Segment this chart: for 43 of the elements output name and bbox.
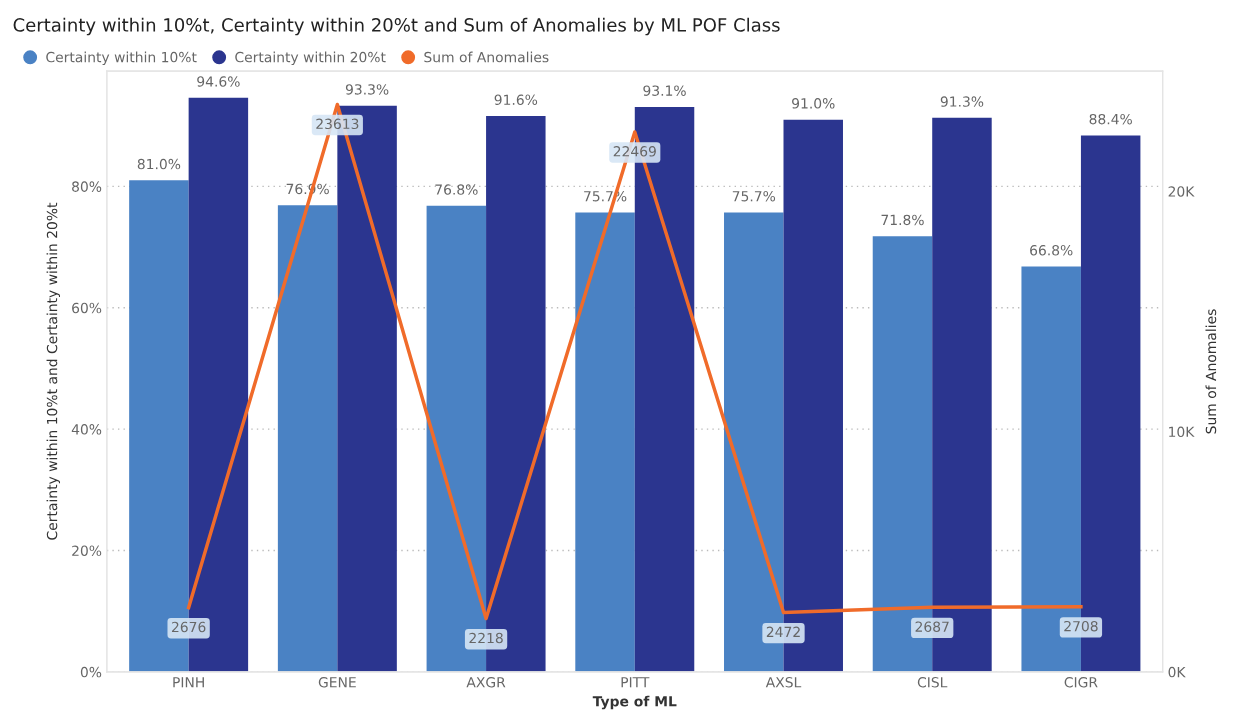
data-label: 2687 — [915, 621, 949, 632]
y-tick-label: 40% — [71, 424, 102, 435]
data-label: 2218 — [469, 632, 503, 644]
x-tick-label: AXGR — [466, 677, 506, 688]
bar — [277, 205, 338, 672]
data-label: 71.8% — [881, 214, 924, 226]
data-label: 93.1% — [643, 85, 686, 96]
legend-label: Certainty within 10%t — [46, 51, 197, 66]
data-label: 91.0% — [792, 98, 835, 109]
x-tick-label: GENE — [318, 677, 356, 688]
data-label: 2676 — [171, 621, 206, 633]
data-label: 23613 — [316, 118, 359, 130]
data-label: 75.7% — [732, 190, 776, 202]
bar — [575, 212, 635, 672]
data-label: 22469 — [613, 146, 656, 157]
data-label: 81.0% — [137, 158, 181, 170]
data-label: 91.6% — [494, 94, 538, 105]
y2-tick-label: 20K — [1168, 186, 1195, 197]
x-tick-label: PINH — [173, 677, 204, 688]
data-label: 94.6% — [197, 76, 240, 87]
data-label: 2472 — [766, 626, 800, 637]
y-tick-label: 60% — [72, 302, 102, 314]
y2-tick-label: 10K — [1169, 426, 1195, 438]
data-label: 2708 — [1064, 620, 1098, 632]
x-axis-title: Type of ML — [592, 695, 677, 710]
y-axis-title: Certainty within 10%t and Certainty within 20%t — [46, 202, 60, 540]
chart-title: Certainty within 10%t, Certainty within 20%t and Sum of Anomalies by ML POF Class — [13, 17, 780, 36]
legend-label: Certainty within 20%t — [235, 51, 386, 66]
data-label: 76.8% — [435, 184, 478, 195]
y2-axis-title: Sum of Anomalies — [1205, 309, 1217, 434]
y2-tick-label: 0K — [1168, 666, 1186, 678]
data-label: 66.8% — [1030, 244, 1073, 256]
data-label: 91.3% — [940, 96, 984, 107]
legend-label: Sum of Anomalies — [424, 51, 549, 63]
data-label: 93.3% — [345, 84, 389, 95]
x-tick-label: CISL — [917, 677, 948, 688]
y-tick-label: 80% — [72, 181, 102, 192]
x-tick-label: CIGR — [1064, 677, 1098, 688]
x-tick-label: AXSL — [765, 677, 802, 688]
x-tick-label: PITT — [621, 677, 650, 688]
y-tick-label: 0% — [80, 666, 102, 678]
y-tick-label: 20% — [72, 545, 102, 556]
data-label: 88.4% — [1089, 113, 1132, 125]
